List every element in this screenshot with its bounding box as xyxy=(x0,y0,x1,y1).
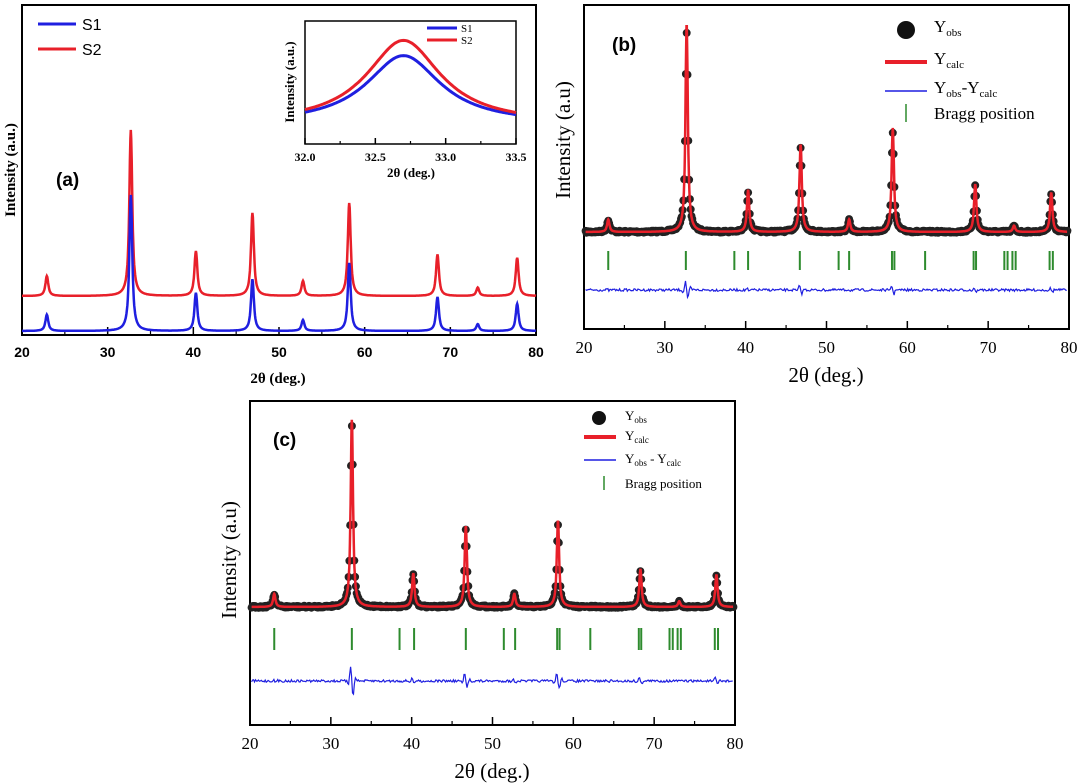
series-s1-line xyxy=(22,194,537,333)
panel-a-x-axis-label: 2θ (deg.) xyxy=(250,371,305,387)
legend-obs-marker xyxy=(897,21,915,39)
x-tick-label: 32.0 xyxy=(295,150,316,164)
inset-y-axis-label: Intensity (a.u.) xyxy=(282,41,297,122)
panel-b-frame xyxy=(583,4,1070,330)
x-tick-label: 40 xyxy=(737,338,754,357)
x-tick-label: 60 xyxy=(357,344,373,360)
panel-a-label: (a) xyxy=(56,170,79,191)
observed-point xyxy=(729,603,738,611)
legend-bragg-label: Bragg position xyxy=(625,476,702,491)
series-s2-line xyxy=(22,129,537,298)
panel-c-frame xyxy=(249,400,736,726)
panel-b-legend: Yobs Ycalc Yobs-Ycalc Bragg position xyxy=(885,17,1035,123)
x-tick-label: 30 xyxy=(322,734,339,753)
x-tick-label: 50 xyxy=(484,734,501,753)
bragg-positions xyxy=(273,628,720,650)
legend-s1-label: S1 xyxy=(82,17,102,34)
inset-legend-s1-label: S1 xyxy=(461,23,473,35)
x-tick-label: 70 xyxy=(646,734,663,753)
x-tick-label: 30 xyxy=(100,344,116,360)
panel-a-x-ticks: 20 30 40 50 60 70 80 xyxy=(14,327,544,360)
x-tick-label: 60 xyxy=(899,338,916,357)
panel-b: 20 30 40 50 60 70 80 (b) 2θ (deg.) Intensity (… xyxy=(551,4,1078,387)
legend-obs-marker xyxy=(592,411,606,425)
panel-c-plot xyxy=(247,419,738,696)
panel-a: 20 30 40 50 60 70 80 (a) 2θ (deg.) Intensity (… xyxy=(3,4,544,387)
calculated-line xyxy=(585,25,1068,234)
x-tick-label: 70 xyxy=(980,338,997,357)
panel-a-legend: S1 S2 xyxy=(38,17,102,59)
inset-frame xyxy=(304,20,517,145)
panel-c-x-axis-label: 2θ (deg.) xyxy=(454,759,529,783)
panel-b-label: (b) xyxy=(612,35,636,56)
legend-obs-label: Yobs xyxy=(934,17,962,39)
legend-calc-label: Ycalc xyxy=(625,428,649,445)
x-tick-label: 33.0 xyxy=(435,150,456,164)
x-tick-label: 32.5 xyxy=(365,150,386,164)
panel-a-y-axis-label: Intensity (a.u.) xyxy=(3,123,19,217)
x-tick-label: 20 xyxy=(14,344,30,360)
panel-b-x-ticks: 20 30 40 50 60 70 80 xyxy=(576,321,1078,357)
difference-line xyxy=(585,280,1067,300)
x-tick-label: 80 xyxy=(1061,338,1078,357)
x-tick-label: 50 xyxy=(271,344,287,360)
difference-line xyxy=(251,666,733,696)
x-tick-label: 20 xyxy=(576,338,593,357)
x-tick-label: 70 xyxy=(443,344,459,360)
inset-lines xyxy=(304,38,517,117)
x-tick-label: 80 xyxy=(528,344,544,360)
panel-a-inset: 32.0 32.5 33.0 33.5 2θ (deg.) Intensity (a.… xyxy=(282,20,527,180)
legend-s2-label: S2 xyxy=(82,42,102,59)
panel-c-x-ticks: 20 30 40 50 60 70 80 xyxy=(242,717,744,753)
panel-b-x-axis-label: 2θ (deg.) xyxy=(788,363,863,387)
bragg-positions xyxy=(607,251,1054,270)
inset-legend-s2-label: S2 xyxy=(461,35,473,47)
panel-c: 20 30 40 50 60 70 80 (c) 2θ (deg.) Intensity (… xyxy=(217,400,744,783)
x-tick-label: 80 xyxy=(727,734,744,753)
panel-c-label: (c) xyxy=(273,430,296,451)
x-tick-label: 33.5 xyxy=(506,150,527,164)
x-tick-label: 40 xyxy=(186,344,202,360)
panel-b-plot xyxy=(581,25,1072,300)
x-tick-label: 30 xyxy=(656,338,673,357)
x-tick-label: 40 xyxy=(403,734,420,753)
x-tick-label: 20 xyxy=(242,734,259,753)
x-tick-label: 50 xyxy=(818,338,835,357)
panel-a-lines xyxy=(22,129,537,333)
inset-series-s2-line xyxy=(304,38,517,114)
legend-obs-label: Yobs xyxy=(625,408,647,425)
legend-diff-label: Yobs - Ycalc xyxy=(625,451,681,468)
legend-calc-label: Ycalc xyxy=(934,49,964,71)
panel-c-y-axis-label: Intensity (a.u) xyxy=(217,501,241,619)
inset-series-s1-line xyxy=(304,54,517,117)
panel-b-y-axis-label: Intensity (a.u) xyxy=(551,81,575,199)
x-tick-label: 60 xyxy=(565,734,582,753)
legend-bragg-label: Bragg position xyxy=(934,104,1035,123)
legend-diff-label: Yobs-Ycalc xyxy=(934,78,997,100)
inset-x-ticks: 32.0 32.5 33.0 33.5 xyxy=(295,138,527,164)
panel-c-legend: Yobs Ycalc Yobs - Ycalc Bragg position xyxy=(584,408,702,491)
observed-points xyxy=(581,28,1072,237)
calculated-line xyxy=(251,419,734,609)
inset-x-axis-label: 2θ (deg.) xyxy=(387,165,435,180)
